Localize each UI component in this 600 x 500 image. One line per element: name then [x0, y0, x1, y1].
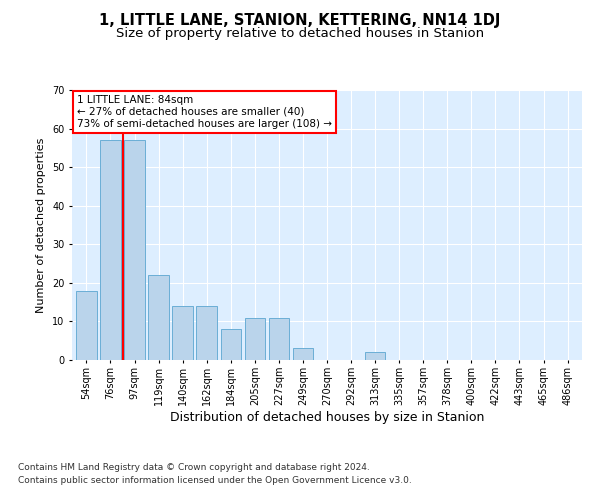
Bar: [196, 306, 217, 360]
Bar: [172, 306, 193, 360]
X-axis label: Distribution of detached houses by size in Stanion: Distribution of detached houses by size …: [170, 410, 484, 424]
Bar: [148, 275, 169, 360]
Text: Size of property relative to detached houses in Stanion: Size of property relative to detached ho…: [116, 28, 484, 40]
Bar: [100, 140, 121, 360]
Text: Contains public sector information licensed under the Open Government Licence v3: Contains public sector information licen…: [18, 476, 412, 485]
Text: Contains HM Land Registry data © Crown copyright and database right 2024.: Contains HM Land Registry data © Crown c…: [18, 464, 370, 472]
Text: 1, LITTLE LANE, STANION, KETTERING, NN14 1DJ: 1, LITTLE LANE, STANION, KETTERING, NN14…: [100, 12, 500, 28]
Bar: [365, 352, 385, 360]
Text: 1 LITTLE LANE: 84sqm
← 27% of detached houses are smaller (40)
73% of semi-detac: 1 LITTLE LANE: 84sqm ← 27% of detached h…: [77, 96, 332, 128]
Bar: [245, 318, 265, 360]
Y-axis label: Number of detached properties: Number of detached properties: [37, 138, 46, 312]
Bar: [269, 318, 289, 360]
Bar: [76, 290, 97, 360]
Bar: [293, 348, 313, 360]
Bar: [221, 329, 241, 360]
Bar: [124, 140, 145, 360]
